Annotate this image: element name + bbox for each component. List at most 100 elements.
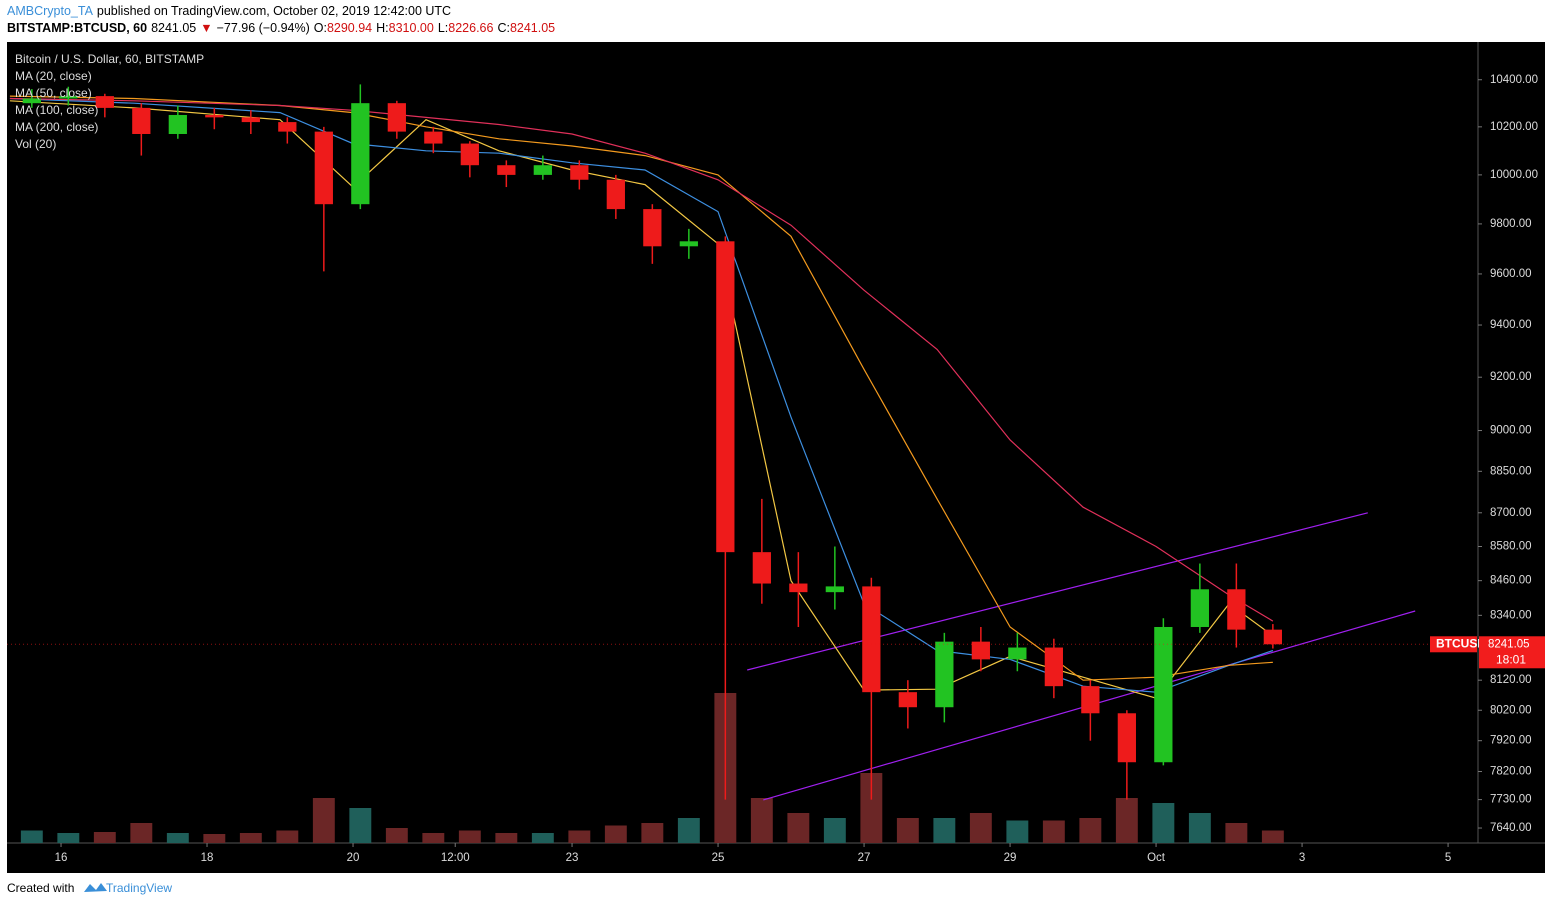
candle-body bbox=[205, 114, 224, 118]
candle-body bbox=[168, 114, 187, 134]
candle-body bbox=[606, 179, 625, 210]
candle-body bbox=[424, 131, 443, 144]
candle-body bbox=[898, 692, 917, 708]
volume-bar bbox=[458, 830, 481, 843]
ohlc-value: 8241.05 bbox=[510, 21, 555, 35]
y-tick-label: 10200.00 bbox=[1490, 121, 1538, 133]
x-tick-label: 23 bbox=[566, 852, 579, 864]
candle-body bbox=[387, 103, 406, 132]
moving-average bbox=[9, 95, 1273, 681]
candle-body bbox=[22, 98, 41, 104]
candle-body bbox=[716, 241, 735, 553]
y-tick-label: 8700.00 bbox=[1490, 507, 1532, 519]
candle-body bbox=[1008, 647, 1027, 660]
y-tick-label: 9800.00 bbox=[1490, 218, 1532, 230]
x-tick-label: 16 bbox=[55, 852, 68, 864]
legend-entry: MA (20, close) bbox=[15, 69, 92, 83]
y-tick-label: 8120.00 bbox=[1490, 674, 1532, 686]
y-tick-label: 8460.00 bbox=[1490, 575, 1532, 587]
volume-bar bbox=[1079, 818, 1102, 843]
x-tick-label: 25 bbox=[712, 852, 725, 864]
price-tag: 8241.05 bbox=[1488, 638, 1530, 650]
volume-bar bbox=[93, 832, 116, 843]
volume-bar bbox=[20, 830, 43, 843]
x-tick-label: 29 bbox=[1004, 852, 1017, 864]
y-tick-label: 9000.00 bbox=[1490, 425, 1532, 437]
candle-body bbox=[241, 117, 260, 123]
legend-entry: Vol (20) bbox=[15, 137, 56, 151]
last-price: 8241.05 bbox=[151, 21, 196, 35]
candle-body bbox=[1263, 629, 1282, 645]
candle-body bbox=[935, 641, 954, 708]
volume-bar bbox=[422, 833, 445, 843]
volume-bar bbox=[677, 818, 700, 843]
channel-line bbox=[747, 512, 1368, 671]
volume-bar bbox=[1261, 830, 1284, 843]
legend-entry: MA (200, close) bbox=[15, 120, 98, 134]
plot: 10400.00 10200.00 10000.00 9800.00 9600.00 94… bbox=[7, 74, 1538, 864]
volume-bar bbox=[1188, 813, 1211, 843]
ohlc-value: 8226.66 bbox=[448, 21, 493, 35]
ohlc-label: L: bbox=[438, 21, 448, 35]
price-tag-bg bbox=[1479, 636, 1545, 669]
volume-bar bbox=[787, 813, 810, 843]
x-tick-label: 20 bbox=[347, 852, 360, 864]
volume-bar bbox=[568, 830, 591, 843]
volume-bar bbox=[1006, 820, 1029, 843]
ohlc-label: H: bbox=[376, 21, 389, 35]
countdown: 18:01 bbox=[1496, 652, 1526, 666]
x-tick-label: 27 bbox=[858, 852, 871, 864]
footer-text: Created with bbox=[7, 881, 74, 895]
y-tick-label: 9200.00 bbox=[1490, 371, 1532, 383]
volume-bar bbox=[933, 818, 956, 843]
candle-body bbox=[132, 107, 151, 134]
candle-body bbox=[1227, 589, 1246, 630]
y-tick-label: 10400.00 bbox=[1490, 74, 1538, 86]
volume-bar bbox=[130, 823, 153, 843]
chart-background bbox=[7, 42, 1545, 873]
candle-body bbox=[1044, 647, 1063, 687]
candle-body bbox=[314, 131, 333, 205]
ohlc-value: 8310.00 bbox=[389, 21, 434, 35]
candle-body bbox=[460, 143, 479, 166]
y-tick-label: 8580.00 bbox=[1490, 541, 1532, 553]
volume-bar bbox=[276, 830, 299, 843]
symbol-tag: BTCUSD bbox=[1436, 636, 1486, 650]
ohlc-label: O: bbox=[314, 21, 327, 35]
x-tick-label: 12:00 bbox=[441, 852, 470, 864]
x-tick-label: 18 bbox=[201, 852, 214, 864]
y-tick-label: 7920.00 bbox=[1490, 735, 1532, 747]
y-tick-label: 8850.00 bbox=[1490, 465, 1532, 477]
ohlc-value: 8290.94 bbox=[327, 21, 372, 35]
candle-body bbox=[679, 241, 698, 247]
symbol: BITSTAMP:BTCUSD, 60 bbox=[7, 21, 147, 35]
volume-bar bbox=[166, 833, 189, 843]
volume-bar bbox=[750, 798, 773, 843]
author[interactable]: AMBCrypto_TA bbox=[7, 4, 94, 18]
volume-bar bbox=[312, 798, 335, 843]
volume-bar bbox=[531, 833, 554, 843]
volume-bar bbox=[203, 834, 226, 843]
candle-body bbox=[533, 165, 552, 175]
x-tick-label: 5 bbox=[1445, 852, 1451, 864]
candle-body bbox=[752, 552, 771, 584]
y-tick-label: 7730.00 bbox=[1490, 794, 1532, 806]
y-tick-label: 10000.00 bbox=[1490, 169, 1538, 181]
candle-body bbox=[1154, 626, 1173, 763]
footer-brand[interactable]: TradingView bbox=[106, 881, 172, 895]
volume-bar bbox=[1115, 798, 1138, 843]
candle-body bbox=[278, 122, 297, 132]
x-tick-label: 3 bbox=[1299, 852, 1305, 864]
volume-bar bbox=[896, 818, 919, 843]
candle-body bbox=[825, 586, 844, 593]
moving-average bbox=[9, 97, 1274, 622]
candle-body bbox=[971, 641, 990, 660]
volume-bar bbox=[239, 833, 262, 843]
y-tick-label: 8020.00 bbox=[1490, 704, 1532, 716]
y-tick-label: 9600.00 bbox=[1490, 268, 1532, 280]
candle-body bbox=[1190, 589, 1209, 627]
volume-bar bbox=[57, 833, 80, 843]
candle-body bbox=[95, 96, 114, 108]
candle-body bbox=[497, 165, 516, 175]
